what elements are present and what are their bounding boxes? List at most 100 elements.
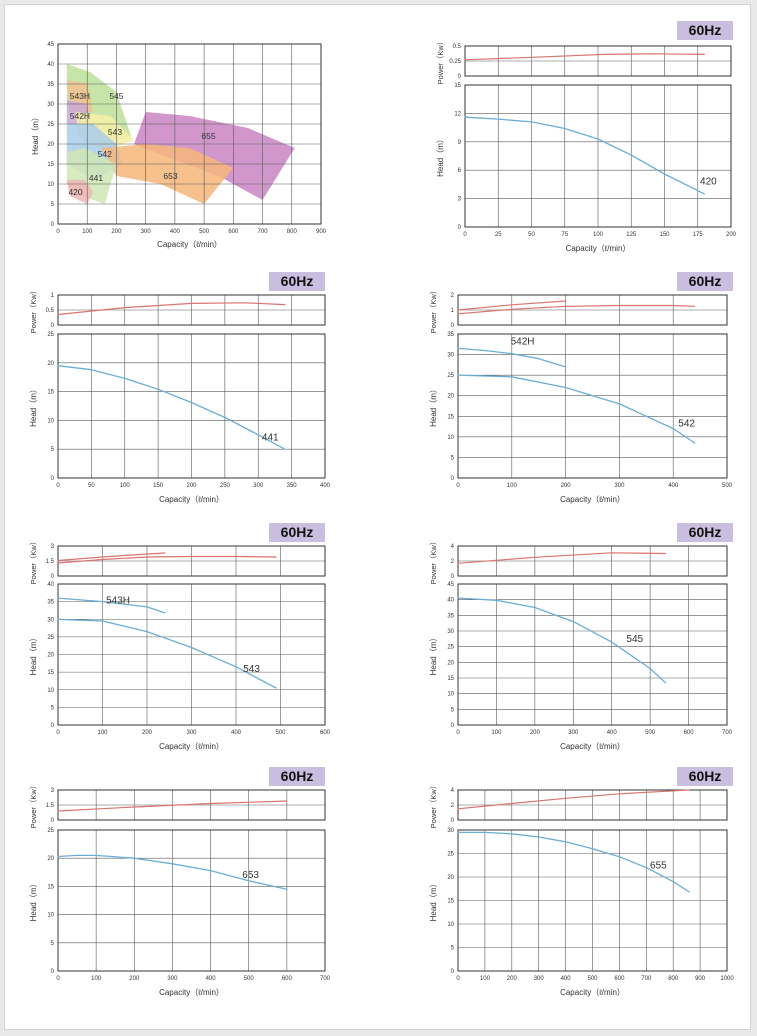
overview-xtick-label: 400 xyxy=(170,229,181,235)
p653-head-ytick-label: 15 xyxy=(47,884,54,890)
p545-head-xtick-label: 300 xyxy=(568,730,579,736)
p420-head-ytick-label: 6 xyxy=(458,168,462,174)
p653-power-ytick-label: 0 xyxy=(51,818,55,824)
p545-head-ytick-label: 15 xyxy=(447,676,454,682)
p420-head-ytick-label: 9 xyxy=(458,140,462,146)
p655-head-xtick-label: 700 xyxy=(641,976,652,982)
p543-xlabel: Capacity（ℓ/min） xyxy=(159,742,224,751)
p655-head-xtick-label: 300 xyxy=(534,976,545,982)
p441-power-ytick-label: 0.5 xyxy=(46,308,55,314)
p420-head-xtick-label: 200 xyxy=(726,232,737,238)
p542-head-xtick-label: 100 xyxy=(507,483,518,489)
p542-power-curve-1 xyxy=(457,300,567,311)
p653-power-ytick-label: 3 xyxy=(51,788,55,794)
p545-power-frame xyxy=(457,545,728,577)
overview-xtick-label: 100 xyxy=(82,229,93,235)
overview-ylabel: Head（m） xyxy=(31,113,40,155)
p542-head-ytick-label: 5 xyxy=(451,455,455,461)
p543-head-ytick-label: 30 xyxy=(47,617,54,623)
p441-power-curve-0 xyxy=(57,302,286,316)
p545-power-curve-0 xyxy=(457,552,667,564)
p545-power-ytick-label: 2 xyxy=(451,559,455,565)
p655-head-ytick-label: 10 xyxy=(447,922,454,928)
p653-head-ytick-label: 5 xyxy=(51,941,55,947)
p655-head-ytick-label: 20 xyxy=(447,875,454,881)
overview-ytick-label: 5 xyxy=(51,202,55,208)
region-label-545: 545 xyxy=(109,91,123,101)
p441-head-xtick-label: 100 xyxy=(120,483,131,489)
p653-head-xtick-label: 700 xyxy=(320,976,331,982)
p543-power-curve-1 xyxy=(57,552,166,562)
p655-head-frame xyxy=(457,829,728,972)
overview-xlabel: Capacity（ℓ/min） xyxy=(157,240,222,249)
p420-head-xtick-label: 25 xyxy=(495,232,502,238)
p420-head-xtick-label: 150 xyxy=(659,232,670,238)
p543-power-ylabel: Power（Kw） xyxy=(29,538,38,585)
overview-ytick-label: 35 xyxy=(47,82,54,88)
p545-head-ytick-label: 20 xyxy=(447,660,454,666)
p420-power-curve-0 xyxy=(464,53,705,61)
p655-head-xtick-label: 200 xyxy=(507,976,518,982)
p441-head-xtick-label: 350 xyxy=(287,483,298,489)
p545-head-ytick-label: 40 xyxy=(447,598,454,604)
region-label-543: 543 xyxy=(108,127,122,137)
p542-head-curve-542 xyxy=(457,374,696,444)
p545-head-ytick-label: 45 xyxy=(447,582,454,588)
p441-head-xtick-label: 0 xyxy=(56,483,60,489)
p543-head-ylabel: Head（m） xyxy=(29,634,38,676)
p441-head-ytick-label: 5 xyxy=(51,447,55,453)
p545-power-ytick-label: 0 xyxy=(451,574,455,580)
p655-head-ytick-label: 30 xyxy=(447,828,454,834)
p441-head-frame xyxy=(57,333,326,479)
p655-power-ytick-label: 2 xyxy=(451,803,455,809)
p542-head-xtick-label: 500 xyxy=(722,483,733,489)
p542-head-xtick-label: 200 xyxy=(561,483,572,489)
p653-xlabel: Capacity（ℓ/min） xyxy=(159,988,224,997)
p420-xlabel: Capacity（ℓ/min） xyxy=(566,244,631,253)
overview-ytick-label: 10 xyxy=(47,182,54,188)
p545-head-xtick-label: 700 xyxy=(722,730,733,736)
p420-head-ytick-label: 3 xyxy=(458,197,462,203)
p441-head-xtick-label: 200 xyxy=(186,483,197,489)
region-label-542H: 542H xyxy=(70,111,90,121)
p545-head-xtick-label: 600 xyxy=(684,730,695,736)
p420-power-ytick-label: 0.5 xyxy=(453,44,462,50)
p543-head-ytick-label: 15 xyxy=(47,670,54,676)
p542-head-ytick-label: 0 xyxy=(451,476,455,482)
p542-power-ylabel: Power（Kw） xyxy=(429,287,438,334)
p441-power-ytick-label: 1 xyxy=(51,293,55,299)
overview-ytick-label: 0 xyxy=(51,222,55,228)
p655-power-ytick-label: 4 xyxy=(451,788,455,794)
region-655 xyxy=(134,112,295,200)
p420-curve-label-420: 420 xyxy=(700,176,717,187)
region-label-420: 420 xyxy=(68,187,82,197)
p441-head-curve-441 xyxy=(57,365,286,450)
p655-head-ytick-label: 0 xyxy=(451,969,455,975)
p543-head-curve-543 xyxy=(57,618,277,689)
p543-curve-label-543H: 543H xyxy=(106,595,130,606)
p655-head-xtick-label: 500 xyxy=(587,976,598,982)
p441-head-ytick-label: 10 xyxy=(47,418,54,424)
p542-head-ytick-label: 10 xyxy=(447,435,454,441)
p441-power-ylabel: Power（Kw） xyxy=(29,287,38,334)
p542-head-ytick-label: 30 xyxy=(447,353,454,359)
p655-power-ylabel: Power（Kw） xyxy=(429,782,438,829)
p545-head-xtick-label: 0 xyxy=(456,730,460,736)
p653-power-frame xyxy=(57,789,326,821)
p441-head-ytick-label: 20 xyxy=(47,361,54,367)
p655-head-xtick-label: 900 xyxy=(695,976,706,982)
p542-head-ytick-label: 20 xyxy=(447,394,454,400)
p420-head-xtick-label: 175 xyxy=(693,232,704,238)
p542-curve-label-542H: 542H xyxy=(511,336,535,347)
p543-head-ytick-label: 0 xyxy=(51,723,55,729)
frequency-badge-542: 60Hz xyxy=(677,272,733,291)
p420-power-ytick-label: 0.25 xyxy=(449,59,461,65)
p653-head-xtick-label: 0 xyxy=(56,976,60,982)
p543-power-curve-0 xyxy=(57,555,277,564)
p655-head-xtick-label: 0 xyxy=(456,976,460,982)
p545-power-ylabel: Power（Kw） xyxy=(429,538,438,585)
frequency-badge-545: 60Hz xyxy=(677,523,733,542)
p655-power-frame xyxy=(457,789,728,821)
p653-head-curve-653 xyxy=(57,854,288,890)
